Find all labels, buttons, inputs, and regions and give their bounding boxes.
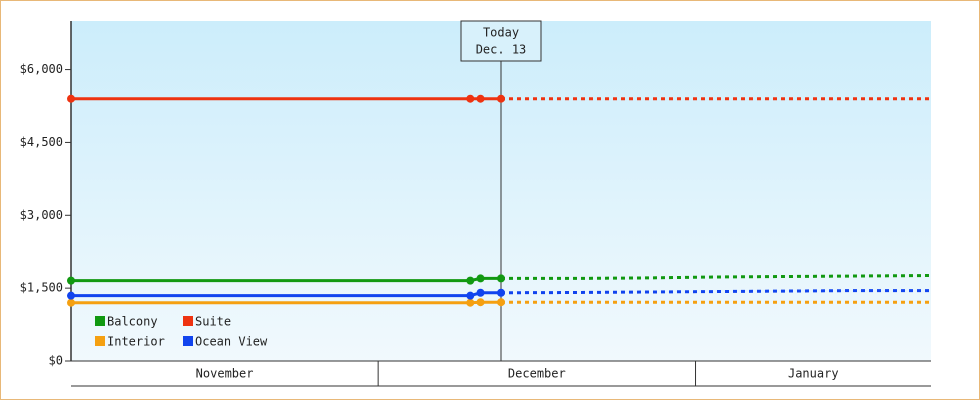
legend-label: Balcony [107,315,158,329]
today-box [460,20,542,62]
point [466,276,475,285]
point [476,94,485,103]
legend-label: Suite [195,315,231,329]
x-band-label: November [196,367,254,381]
legend-swatch [95,316,105,326]
point [476,298,485,307]
legend-swatch [183,336,193,346]
today-date: Dec. 13 [476,43,527,57]
legend-label: Interior [107,335,165,349]
point [67,291,75,300]
x-band-label: December [508,367,566,381]
y-tick-label: $1,500 [20,281,63,295]
point [497,298,505,307]
legend-swatch [183,316,193,326]
point [466,94,475,103]
history-line [71,291,501,298]
point [497,94,505,103]
point [67,94,75,103]
y-tick-label: $4,500 [20,135,63,149]
y-tick-label: $0 [49,354,63,368]
legend-label: Ocean View [195,335,268,349]
point [466,298,475,307]
legend-swatch [95,336,105,346]
point [67,298,75,307]
point [67,276,75,285]
point [466,291,475,300]
today-title: Today [483,26,519,40]
history-line [71,276,501,283]
x-band-label: January [788,367,839,381]
y-tick-label: $6,000 [20,62,63,76]
y-tick-label: $3,000 [20,208,63,222]
point [476,288,485,297]
point [497,274,505,283]
point [476,274,485,283]
point [497,288,505,297]
